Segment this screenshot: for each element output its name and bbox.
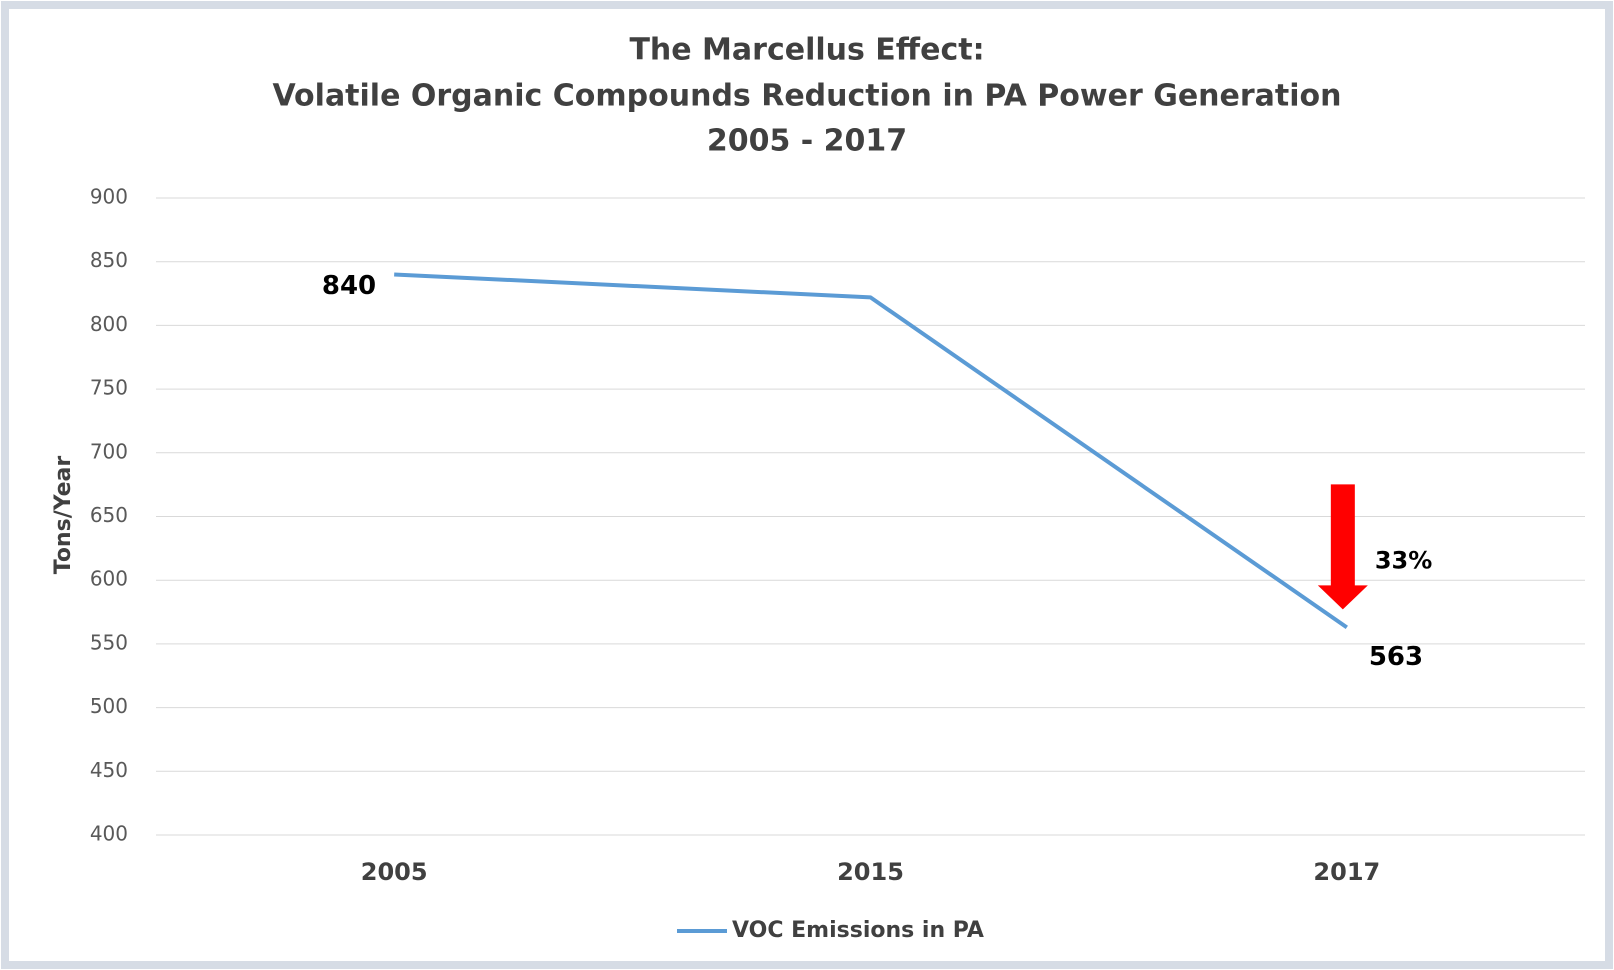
x-tick-label: 2017 xyxy=(1313,858,1380,886)
chart-title: Volatile Organic Compounds Reduction in … xyxy=(272,79,1341,114)
y-tick-label: 450 xyxy=(90,758,128,782)
y-tick-label: 800 xyxy=(90,312,128,336)
x-tick-label: 2005 xyxy=(361,858,428,886)
annotation: 33% xyxy=(1375,546,1432,574)
arrow xyxy=(1317,484,1368,610)
y-tick-label: 700 xyxy=(90,439,128,463)
y-tick-label: 500 xyxy=(90,694,128,718)
y-axis-label: Tons/Year xyxy=(51,456,76,575)
chart-title: 2005 - 2017 xyxy=(707,124,907,159)
y-tick-label: 650 xyxy=(90,503,128,527)
y-tick-label: 850 xyxy=(90,248,128,272)
data-label: 840 xyxy=(322,271,376,301)
legend-label: VOC Emissions in PA xyxy=(732,918,984,943)
y-tick-label: 750 xyxy=(90,376,128,400)
y-tick-label: 600 xyxy=(90,567,128,591)
y-tick-label: 400 xyxy=(90,822,128,846)
x-tick-label: 2015 xyxy=(837,858,904,886)
data-label: 563 xyxy=(1369,642,1423,672)
chart-title: The Marcellus Effect: xyxy=(629,33,984,68)
y-tick-label: 900 xyxy=(90,185,128,209)
line-series xyxy=(394,272,1348,629)
y-tick-label: 550 xyxy=(90,630,128,654)
